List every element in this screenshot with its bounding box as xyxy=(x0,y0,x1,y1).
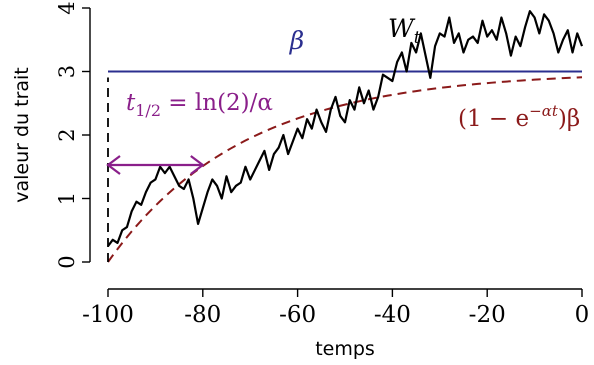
half-life-arrowhead-right xyxy=(190,155,205,175)
mean-curve-label: (1 − e−αt)β xyxy=(458,102,580,132)
mean-label-suffix: )β xyxy=(558,106,580,132)
y-tick-label: 0 xyxy=(55,255,79,268)
y-tick-label: 1 xyxy=(55,192,79,205)
x-axis-title: temps xyxy=(315,338,375,360)
mean-label-exponent: −αt xyxy=(529,102,559,120)
x-tick-label: 0 xyxy=(575,302,590,328)
y-tick-label: 2 xyxy=(55,128,79,141)
y-tick-label: 3 xyxy=(55,65,79,78)
x-tick-label: -80 xyxy=(184,302,221,328)
series-label: Wt xyxy=(388,14,421,48)
x-tick-label: -100 xyxy=(82,302,134,328)
series-label-sub: t xyxy=(414,28,421,48)
mean-curve xyxy=(107,76,583,263)
x-tick-label: -60 xyxy=(279,302,316,328)
y-tick-label: 4 xyxy=(55,1,79,14)
x-tick-label: -20 xyxy=(469,302,506,328)
half-life-arrowhead-left xyxy=(106,155,121,175)
half-life-label: t1/2 = ln(2)/α xyxy=(126,90,273,120)
y-axis-title: valeur du trait xyxy=(11,67,33,203)
half-life-t: t xyxy=(126,90,136,116)
half-life-arrow xyxy=(106,155,205,175)
trait-series-line xyxy=(107,10,584,247)
beta-label: β xyxy=(289,26,304,55)
y-axis-ticks: 0 1 2 3 4 xyxy=(55,1,90,269)
mean-label-prefix: (1 − e xyxy=(458,106,529,132)
series-label-main: W xyxy=(388,14,416,43)
x-tick-label: -40 xyxy=(374,302,411,328)
half-life-sub: 1/2 xyxy=(135,101,161,120)
x-axis-ticks: -100 -80 -60 -40 -20 0 xyxy=(82,289,589,328)
half-life-formula: = ln(2)/α xyxy=(161,90,273,116)
